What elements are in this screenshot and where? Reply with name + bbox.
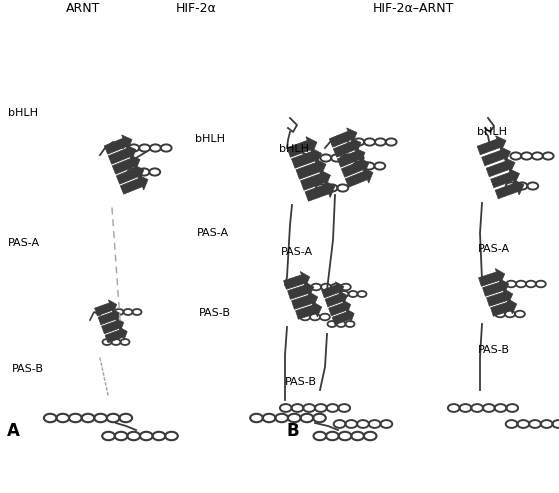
FancyArrow shape: [333, 138, 361, 157]
Text: PAS-B: PAS-B: [285, 377, 317, 387]
FancyArrow shape: [491, 169, 519, 188]
FancyArrow shape: [301, 170, 330, 190]
FancyArrow shape: [105, 135, 132, 154]
FancyArrow shape: [296, 302, 322, 319]
FancyArrow shape: [102, 318, 124, 334]
FancyArrow shape: [287, 137, 317, 157]
FancyArrow shape: [321, 282, 344, 298]
FancyArrow shape: [491, 299, 517, 317]
FancyArrow shape: [108, 145, 136, 164]
FancyArrow shape: [283, 272, 310, 289]
Text: bHLH: bHLH: [477, 127, 507, 137]
FancyArrow shape: [112, 155, 140, 174]
Text: PAS-A: PAS-A: [8, 238, 40, 247]
FancyArrow shape: [292, 148, 321, 168]
FancyArrow shape: [482, 279, 509, 296]
FancyArrow shape: [120, 175, 148, 194]
FancyArrow shape: [486, 288, 513, 306]
FancyArrow shape: [296, 159, 326, 179]
FancyArrow shape: [342, 158, 369, 177]
FancyArrow shape: [329, 128, 357, 147]
FancyArrow shape: [337, 148, 365, 167]
FancyArrow shape: [486, 158, 515, 176]
FancyArrow shape: [292, 291, 318, 309]
FancyArrow shape: [98, 309, 120, 325]
FancyArrow shape: [288, 282, 314, 299]
Text: PAS-A: PAS-A: [197, 228, 229, 238]
FancyArrow shape: [482, 147, 510, 166]
Text: ARNT: ARNT: [65, 2, 100, 15]
FancyArrow shape: [305, 180, 335, 201]
Text: bHLH: bHLH: [195, 134, 225, 144]
FancyArrow shape: [479, 269, 505, 286]
Text: B: B: [286, 422, 299, 440]
FancyArrow shape: [325, 291, 347, 307]
Text: bHLH: bHLH: [8, 108, 38, 118]
FancyArrow shape: [345, 168, 373, 187]
FancyArrow shape: [105, 327, 127, 343]
FancyArrow shape: [94, 300, 117, 316]
Text: PAS-B: PAS-B: [478, 345, 510, 355]
FancyArrow shape: [116, 165, 144, 184]
Text: bHLH: bHLH: [280, 144, 310, 154]
Text: PAS-B: PAS-B: [12, 364, 44, 374]
Text: A: A: [7, 422, 20, 440]
Text: PAS-A: PAS-A: [281, 247, 312, 257]
FancyArrow shape: [495, 180, 524, 199]
Text: PAS-A: PAS-A: [478, 244, 510, 254]
FancyArrow shape: [477, 136, 506, 155]
FancyArrow shape: [332, 309, 354, 325]
FancyArrow shape: [329, 300, 350, 316]
Text: HIF-2α–ARNT: HIF-2α–ARNT: [373, 2, 454, 15]
Text: HIF-2α: HIF-2α: [176, 2, 216, 15]
Text: PAS-B: PAS-B: [198, 308, 230, 318]
